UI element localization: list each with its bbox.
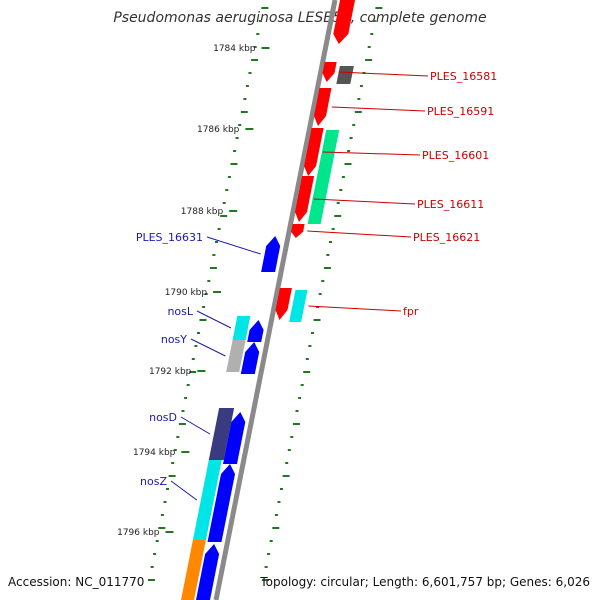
forward-gene-9[interactable]: [275, 288, 292, 320]
scale-label-1790-kbp: 1790 kbp: [165, 288, 208, 298]
label-connector-ples-16631: [206, 236, 261, 255]
reverse-gene-3[interactable]: [247, 320, 264, 342]
gene-ples-16631[interactable]: [261, 236, 281, 272]
tick-marks: [148, 7, 383, 581]
gene-ples-16581[interactable]: [322, 62, 337, 82]
scale-label-1784-kbp: 1784 kbp: [213, 44, 256, 54]
gene-labels: PLES_16581 PLES_16591 PLES_16601 PLES_16611…: [136, 70, 497, 501]
label-connector-nosl: [196, 310, 232, 329]
label-connector-nosz: [170, 480, 198, 501]
gene-label-ples-16611: PLES_16611: [417, 198, 484, 211]
gene-ples-16601[interactable]: [304, 128, 324, 176]
genome-backbone: [213, 0, 338, 600]
gene-ples-16611[interactable]: [295, 176, 315, 222]
reverse-gene-9[interactable]: [207, 464, 236, 542]
gene-label-ples-16601: PLES_16601: [422, 149, 489, 162]
forward-gene-6[interactable]: [307, 130, 340, 224]
reverse-gene-5[interactable]: [240, 342, 260, 374]
reverse-gene-11[interactable]: [196, 544, 220, 600]
gene-label-ples-16621: PLES_16621: [413, 231, 480, 244]
topology-text: Topology: circular; Length: 6,601,757 bp…: [260, 575, 590, 589]
gene-label-nosy: nosY: [161, 333, 187, 346]
scale-labels: 1784 kbp 1786 kbp 1788 kbp 1790 kbp 1792 kbp…: [117, 44, 270, 538]
forward-gene-3[interactable]: [336, 66, 354, 84]
label-connector-ples-16611: [313, 198, 416, 205]
gene-ples-16621[interactable]: [291, 224, 305, 238]
gene-fpr[interactable]: [289, 290, 308, 322]
label-connector-ples-16581: [338, 71, 429, 77]
gene-label-ples-16631: PLES_16631: [136, 231, 203, 244]
gene-label-nosl: nosL: [167, 305, 193, 318]
gene-nosl[interactable]: [232, 316, 251, 340]
gene-ples-16591[interactable]: [314, 88, 332, 126]
scale-label-1786-kbp: 1786 kbp: [197, 125, 240, 135]
scale-label-1792-kbp: 1792 kbp: [149, 367, 192, 377]
scale-label-1794-kbp: 1794 kbp: [133, 448, 176, 458]
reverse-gene-7[interactable]: [223, 412, 246, 464]
forward-gene-1[interactable]: [333, 0, 355, 44]
gene-label-nosd: nosD: [149, 411, 177, 424]
gene-nosy[interactable]: [226, 340, 246, 372]
label-connector-ples-16621: [307, 230, 412, 238]
label-connector-nosd: [180, 416, 211, 435]
gene-nosz[interactable]: [192, 460, 222, 540]
accession-text: Accession: NC_011770: [8, 575, 145, 589]
gene-label-fpr: fpr: [403, 305, 419, 318]
label-connector-ples-16601: [322, 151, 421, 156]
scale-label-1796-kbp: 1796 kbp: [117, 528, 160, 538]
reverse-gene-10[interactable]: [181, 540, 206, 600]
gene-features[interactable]: [181, 0, 355, 600]
map-title: Pseudomonas aeruginosa LESB58, complete …: [113, 10, 487, 26]
label-connector-ples-16591: [331, 106, 426, 112]
label-connector-fpr: [308, 305, 402, 312]
scale-label-1788-kbp: 1788 kbp: [181, 207, 224, 217]
gene-nosd[interactable]: [208, 408, 235, 460]
gene-label-ples-16581: PLES_16581: [430, 70, 497, 83]
gene-label-nosz: nosZ: [140, 475, 167, 488]
label-connector-nosy: [190, 338, 226, 357]
gene-label-ples-16591: PLES_16591: [427, 105, 494, 118]
